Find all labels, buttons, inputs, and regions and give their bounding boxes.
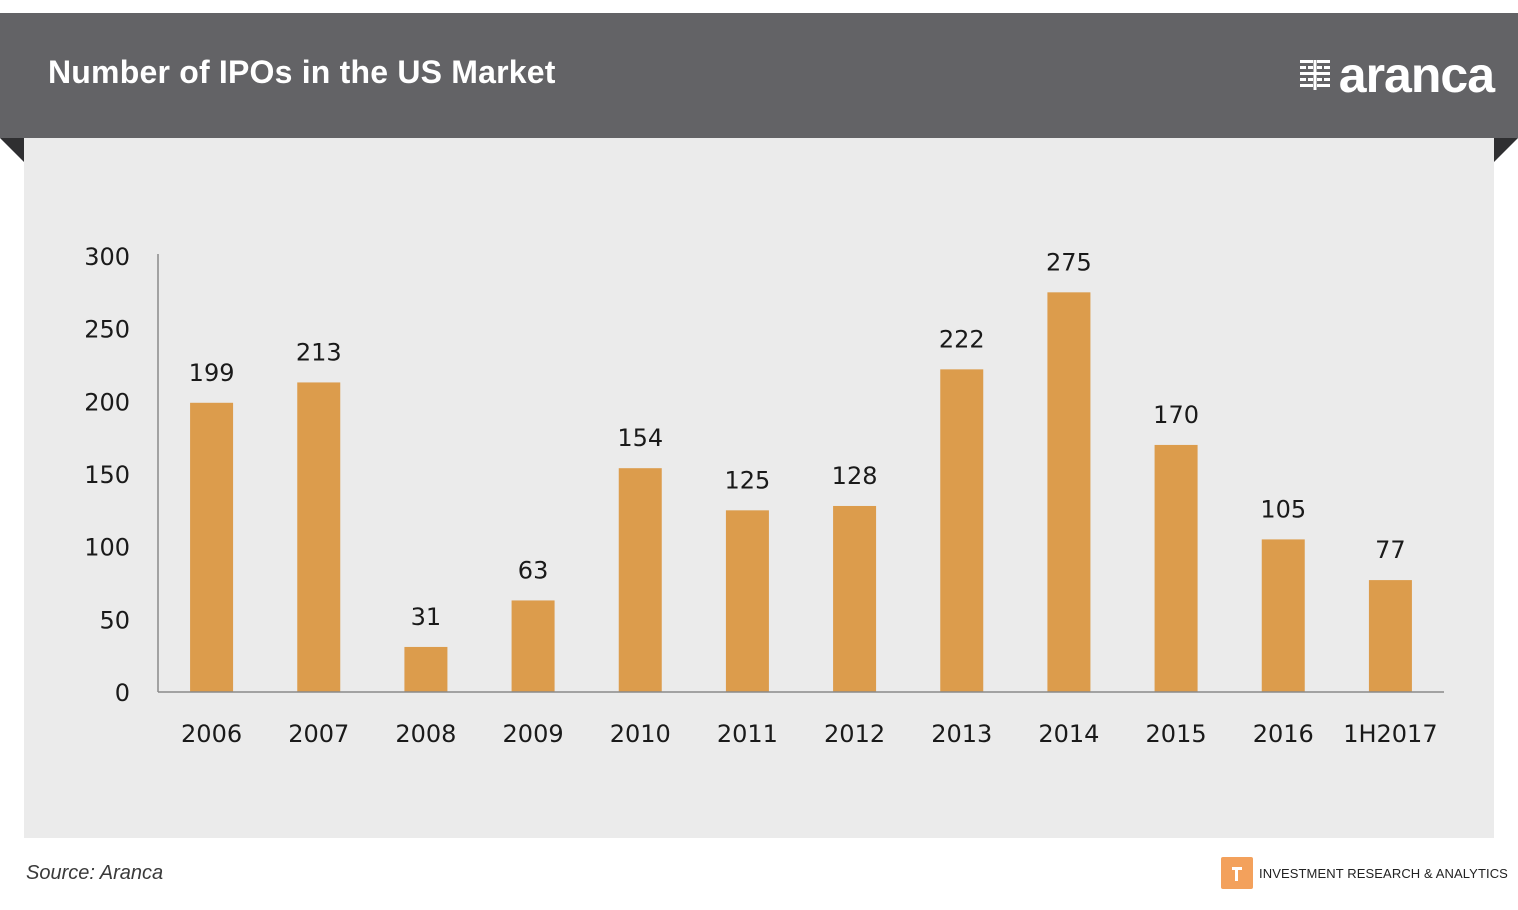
ribbon-fold-left bbox=[0, 138, 24, 162]
y-tick-label: 150 bbox=[84, 461, 130, 489]
x-tick-label-2015: 2015 bbox=[1146, 720, 1207, 748]
page-title: Number of IPOs in the US Market bbox=[48, 54, 556, 90]
data-label-2008: 31 bbox=[411, 603, 442, 631]
x-tick-label-1H2017: 1H2017 bbox=[1343, 720, 1437, 748]
bar-2015 bbox=[1154, 444, 1198, 692]
data-label-2007: 213 bbox=[296, 338, 342, 366]
bar-2008 bbox=[404, 646, 448, 692]
data-label-2011: 125 bbox=[725, 466, 771, 494]
aranca-logo-icon bbox=[1299, 60, 1330, 90]
bar-2009 bbox=[511, 600, 555, 692]
data-label-1H2017: 77 bbox=[1375, 536, 1406, 564]
x-tick-label-2014: 2014 bbox=[1038, 720, 1099, 748]
aranca-logo: aranca bbox=[1299, 47, 1495, 103]
y-tick-label: 300 bbox=[84, 243, 130, 271]
y-tick-label: 0 bbox=[115, 679, 130, 707]
bar-2011 bbox=[725, 510, 769, 692]
aranca-logo-text: aranca bbox=[1338, 47, 1495, 103]
data-label-2013: 222 bbox=[939, 325, 985, 353]
y-tick-label: 50 bbox=[99, 606, 130, 634]
data-label-2010: 154 bbox=[617, 424, 663, 452]
source-note: Source: Aranca bbox=[26, 862, 164, 884]
x-tick-label-2016: 2016 bbox=[1253, 720, 1314, 748]
x-tick-label-2011: 2011 bbox=[717, 720, 778, 748]
chart-panel bbox=[24, 14, 1494, 838]
data-label-2015: 170 bbox=[1153, 401, 1199, 429]
data-label-2014: 275 bbox=[1046, 248, 1092, 276]
x-tick-label-2010: 2010 bbox=[610, 720, 671, 748]
brand-tagline: INVESTMENT RESEARCH & ANALYTICS bbox=[1259, 865, 1508, 881]
footer-brand: INVESTMENT RESEARCH & ANALYTICS bbox=[1221, 857, 1508, 889]
bar-1H2017 bbox=[1368, 580, 1412, 692]
x-tick-label-2013: 2013 bbox=[931, 720, 992, 748]
header-bar bbox=[0, 13, 1518, 138]
data-label-2006: 199 bbox=[189, 359, 235, 387]
y-tick-label: 250 bbox=[84, 316, 130, 344]
x-tick-label-2012: 2012 bbox=[824, 720, 885, 748]
x-tick-label-2006: 2006 bbox=[181, 720, 242, 748]
x-tick-label-2007: 2007 bbox=[288, 720, 349, 748]
bar-2013 bbox=[940, 369, 984, 692]
x-tick-label-2008: 2008 bbox=[395, 720, 456, 748]
data-label-2009: 63 bbox=[518, 556, 549, 584]
bar-2016 bbox=[1261, 539, 1305, 692]
bar-2007 bbox=[297, 382, 341, 692]
data-label-2016: 105 bbox=[1260, 495, 1306, 523]
bar-2006 bbox=[190, 402, 234, 692]
bar-2010 bbox=[618, 468, 662, 692]
brand-mark-icon bbox=[1221, 857, 1253, 889]
x-tick-label-2009: 2009 bbox=[503, 720, 564, 748]
bar-2014 bbox=[1047, 292, 1091, 692]
ribbon-fold-right bbox=[1494, 138, 1518, 162]
y-tick-label: 200 bbox=[84, 388, 130, 416]
y-tick-label: 100 bbox=[84, 534, 130, 562]
data-label-2012: 128 bbox=[832, 462, 878, 490]
bar-2012 bbox=[833, 505, 877, 692]
